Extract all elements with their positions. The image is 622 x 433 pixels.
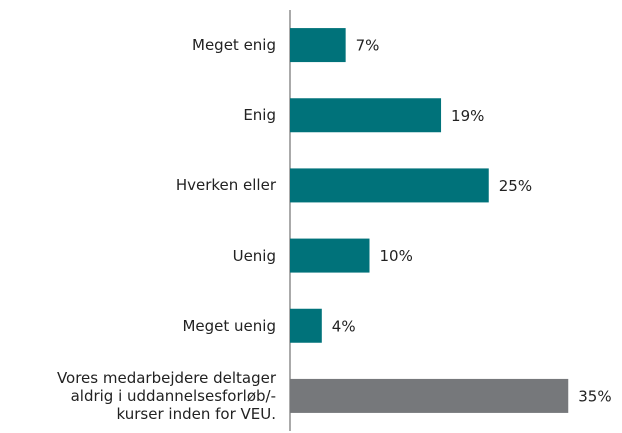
value-label: 4% <box>332 317 356 335</box>
value-label: 10% <box>380 247 413 265</box>
value-label: 7% <box>356 37 380 55</box>
value-label: 25% <box>499 177 532 195</box>
category-label: Enig <box>243 106 276 125</box>
category-label: Meget enig <box>192 36 276 55</box>
bar <box>290 308 322 343</box>
bar <box>290 378 569 413</box>
bar <box>290 168 489 203</box>
bar <box>290 238 370 273</box>
value-label: 19% <box>451 107 484 125</box>
category-label: Meget uenig <box>182 316 276 335</box>
category-label: Uenig <box>232 246 276 265</box>
category-label: Hverken eller <box>175 176 276 195</box>
value-label: 35% <box>578 387 611 405</box>
category-label: Vores medarbejdere deltager aldrig i udd… <box>56 368 276 423</box>
bar <box>290 28 346 63</box>
bar <box>290 98 442 133</box>
